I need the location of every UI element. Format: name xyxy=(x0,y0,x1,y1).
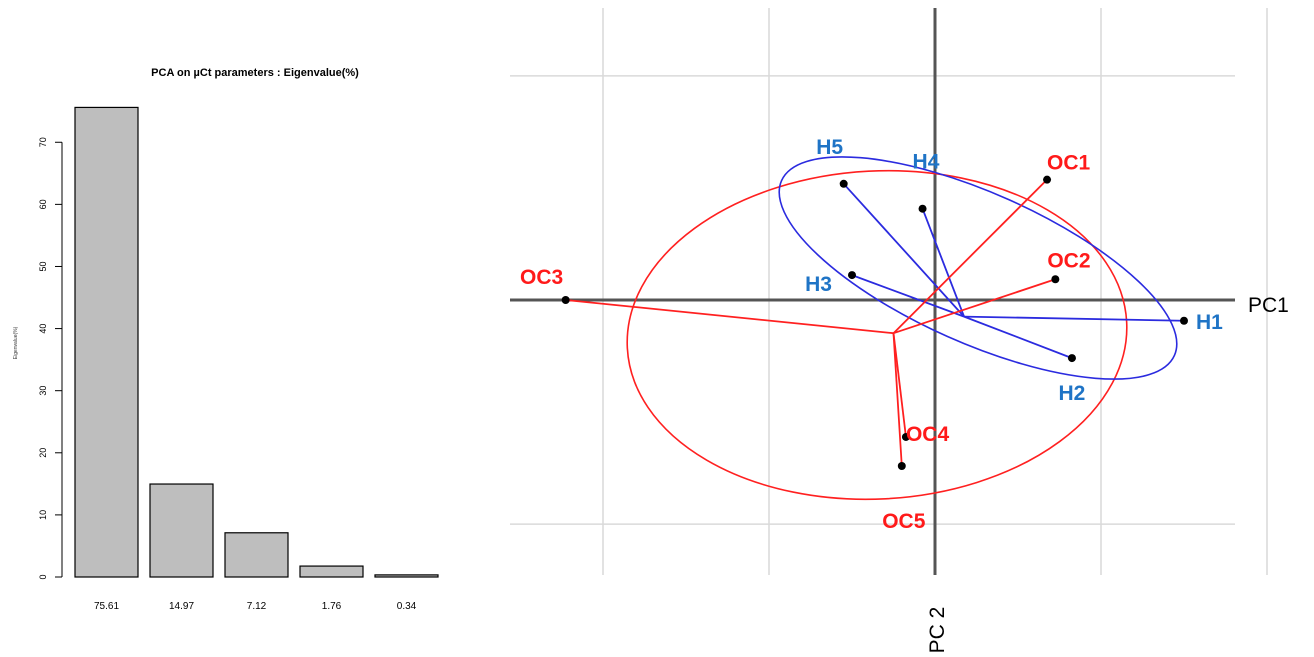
eigenvalue-bar-chart: PCA on µCt parameters : Eigenvalue(%) Eig… xyxy=(13,67,439,612)
group-spoke-line xyxy=(565,299,894,335)
y-tick-label: 20 xyxy=(38,448,48,458)
group-h-ellipse xyxy=(778,156,1178,380)
group-spoke-line xyxy=(921,208,965,317)
category-label: 7.12 xyxy=(247,601,267,612)
group-spoke-line xyxy=(843,183,965,318)
chart-title: PCA on µCt parameters : Eigenvalue(%) xyxy=(151,67,359,79)
category-label: 14.97 xyxy=(169,601,194,612)
group-spoke-line xyxy=(892,179,1048,334)
pca-scatter-plot: PC1 PC 2 H1 H2 H3 H4 H5 OC1 OC2 OC3 OC4 OC5 xyxy=(510,8,1289,654)
group-spoke-line xyxy=(892,333,907,438)
data-point xyxy=(1051,275,1060,284)
y-tick-label: 30 xyxy=(38,386,48,396)
point-label: OC2 xyxy=(1047,249,1090,272)
point-label: H1 xyxy=(1196,311,1223,334)
bar xyxy=(74,106,139,578)
group-spoke-line xyxy=(892,333,903,467)
y-axis-label: Eigenvalue(%) xyxy=(13,326,19,359)
bar xyxy=(224,532,289,578)
point-label: OC5 xyxy=(882,510,926,533)
data-point xyxy=(897,462,906,470)
group-oc-ellipse xyxy=(626,169,1128,501)
point-label: H4 xyxy=(913,151,940,174)
data-point xyxy=(561,296,570,304)
point-label: H5 xyxy=(816,136,843,159)
group-spoke-line xyxy=(964,315,1185,322)
bar xyxy=(374,574,439,578)
pc1-axis-label: PC1 xyxy=(1248,294,1289,317)
data-point xyxy=(901,432,910,441)
y-tick-label: 50 xyxy=(38,261,48,271)
data-point xyxy=(1180,316,1188,325)
category-label: 1.76 xyxy=(322,601,342,612)
data-point xyxy=(1067,354,1076,363)
data-point xyxy=(918,204,927,213)
point-label: OC4 xyxy=(906,423,950,446)
data-point xyxy=(1043,175,1052,184)
data-point xyxy=(839,179,848,188)
group-spoke-line xyxy=(963,315,1073,359)
bar xyxy=(149,483,214,578)
y-tick-label: 10 xyxy=(38,510,48,520)
y-tick-label: 40 xyxy=(38,324,48,334)
bar xyxy=(299,565,364,578)
data-point xyxy=(848,271,856,280)
point-label: H3 xyxy=(805,273,832,296)
point-label: OC3 xyxy=(520,266,563,289)
point-label: OC1 xyxy=(1047,152,1091,175)
category-label: 75.61 xyxy=(94,601,119,612)
point-label: H2 xyxy=(1059,382,1086,405)
group-spoke-line xyxy=(893,278,1056,335)
y-tick-label: 70 xyxy=(38,137,48,147)
category-label: 0.34 xyxy=(397,601,417,612)
y-tick-label: 0 xyxy=(38,574,48,579)
y-tick-label: 60 xyxy=(38,199,48,209)
pc2-axis-label: PC 2 xyxy=(926,607,949,654)
group-spoke-line xyxy=(851,274,965,318)
